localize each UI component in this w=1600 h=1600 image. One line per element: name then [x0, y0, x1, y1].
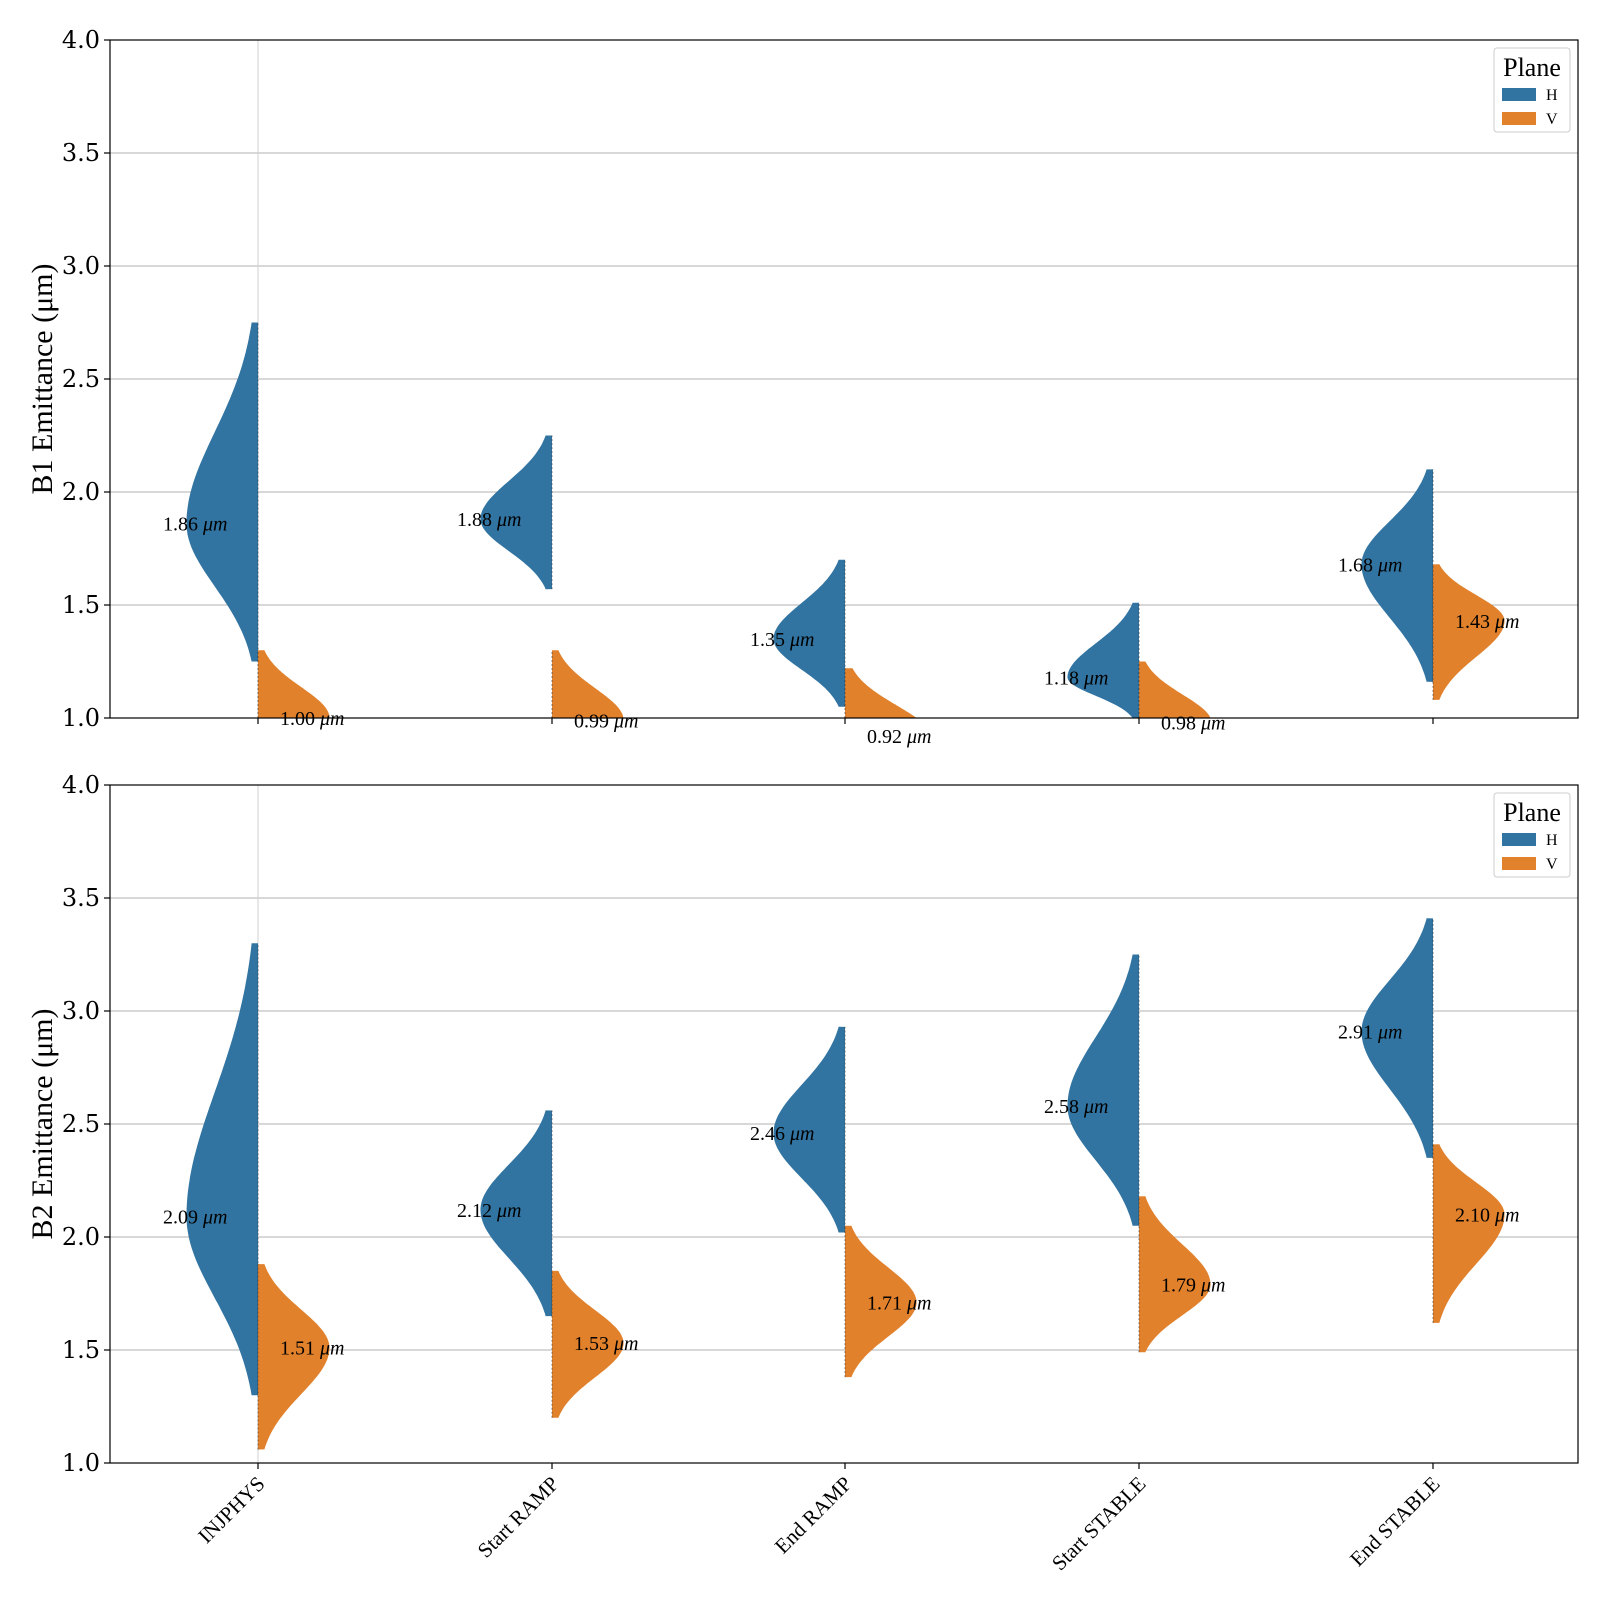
violin-H-end-stable: [1361, 918, 1433, 1158]
median-label-V: 0.99 μm: [574, 710, 638, 732]
x-tick-label: End RAMP: [770, 1472, 857, 1559]
axes-frame: [109, 39, 1579, 719]
violin-V-end-stable: [1433, 1144, 1505, 1323]
violin-V-end-stable: [1433, 564, 1505, 700]
median-label-V: 1.71 μm: [867, 1293, 931, 1315]
panel-2: 1.0 1.5 2.0 2.5 3.0 3.5 4.0 2.09 μm 2.12 μm 2.46 …: [26, 771, 1579, 1576]
legend-swatch-V: [1502, 112, 1536, 125]
median-label-H: 2.58 μm: [1044, 1096, 1108, 1118]
y-tick-label: 1.0: [62, 704, 100, 732]
violin-H-start-stable: [1067, 602, 1139, 718]
violin-V-start-ramp: [552, 650, 624, 718]
median-label-H: 1.68 μm: [1338, 554, 1402, 576]
violin-V-injphys: [258, 1264, 330, 1450]
y-tick-label: 2.0: [62, 478, 100, 506]
median-label-V: 1.53 μm: [574, 1333, 638, 1355]
legend-label-H: H: [1546, 832, 1558, 849]
y-tick-label: 4.0: [62, 771, 100, 799]
median-label-H: 2.12 μm: [457, 1200, 521, 1222]
x-tick-label: Start STABLE: [1047, 1472, 1151, 1576]
median-label-H: 1.18 μm: [1044, 667, 1108, 689]
violins: [186, 322, 1505, 718]
median-label-V: 0.92 μm: [867, 726, 931, 748]
violins: [186, 918, 1505, 1450]
violin-V-start-ramp: [552, 1270, 624, 1418]
violin-H-injphys: [186, 943, 258, 1396]
median-label-V: 1.43 μm: [1455, 611, 1519, 633]
legend-swatch-V: [1502, 857, 1536, 870]
y-tick-label: 3.0: [62, 997, 100, 1025]
y-tick-label: 4.0: [62, 26, 100, 54]
y-axis-title: B2 Emittance (μm): [26, 1008, 59, 1239]
violin-H-start-ramp: [480, 1110, 552, 1317]
legend: Plane HV: [1493, 792, 1571, 878]
x-tick-label: End STABLE: [1345, 1472, 1445, 1572]
legend-label-V: V: [1546, 111, 1558, 128]
y-tick-label: 3.5: [62, 884, 100, 912]
y-tick-label: 2.0: [62, 1223, 100, 1251]
median-label-V: 0.98 μm: [1161, 713, 1225, 735]
legend-label-V: V: [1546, 856, 1558, 873]
y-tick-label: 1.0: [62, 1449, 100, 1477]
median-label-V: 1.00 μm: [280, 708, 344, 730]
y-tick-label: 1.5: [62, 591, 100, 619]
median-label-V: 1.51 μm: [280, 1338, 344, 1360]
y-tick-label: 1.5: [62, 1336, 100, 1364]
y-tick-label: 2.5: [62, 365, 100, 393]
median-label-H: 2.91 μm: [1338, 1021, 1402, 1043]
axes-frame: [109, 784, 1579, 1464]
median-label-V: 2.10 μm: [1455, 1204, 1519, 1226]
violin-V-start-stable: [1139, 661, 1211, 718]
median-label-H: 1.88 μm: [457, 509, 521, 531]
legend-label-H: H: [1546, 87, 1558, 104]
median-label-V: 1.79 μm: [1161, 1274, 1225, 1296]
legend-title: Plane: [1503, 798, 1561, 827]
median-label-H: 1.86 μm: [163, 514, 227, 536]
y-axis-title: B1 Emittance (μm): [26, 263, 59, 494]
violin-H-end-ramp: [773, 1026, 845, 1233]
violin-H-end-ramp: [773, 559, 845, 707]
violin-H-end-stable: [1361, 469, 1433, 682]
violin-V-end-ramp: [845, 668, 917, 718]
panel-1: 1.0 1.5 2.0 2.5 3.0 3.5 4.0 1.86 μm 1.88 μm 1.35 …: [26, 26, 1579, 748]
x-tick-label: INJPHYS: [193, 1472, 269, 1548]
median-label-H: 2.46 μm: [750, 1123, 814, 1145]
violin-H-start-stable: [1067, 954, 1139, 1226]
x-tick-label: Start RAMP: [473, 1472, 564, 1563]
legend: Plane HV: [1493, 47, 1571, 133]
violin-H-start-ramp: [480, 435, 552, 590]
y-tick-label: 3.0: [62, 252, 100, 280]
legend-swatch-H: [1502, 88, 1536, 101]
y-tick-label: 2.5: [62, 1110, 100, 1138]
violin-V-end-ramp: [845, 1225, 917, 1378]
legend-title: Plane: [1503, 53, 1561, 82]
violin-V-start-stable: [1139, 1196, 1211, 1353]
median-label-H: 1.35 μm: [750, 629, 814, 651]
violin-V-injphys: [258, 650, 330, 718]
legend-swatch-H: [1502, 833, 1536, 846]
violin-H-injphys: [186, 322, 258, 662]
median-label-H: 2.09 μm: [163, 1207, 227, 1229]
y-tick-label: 3.5: [62, 139, 100, 167]
